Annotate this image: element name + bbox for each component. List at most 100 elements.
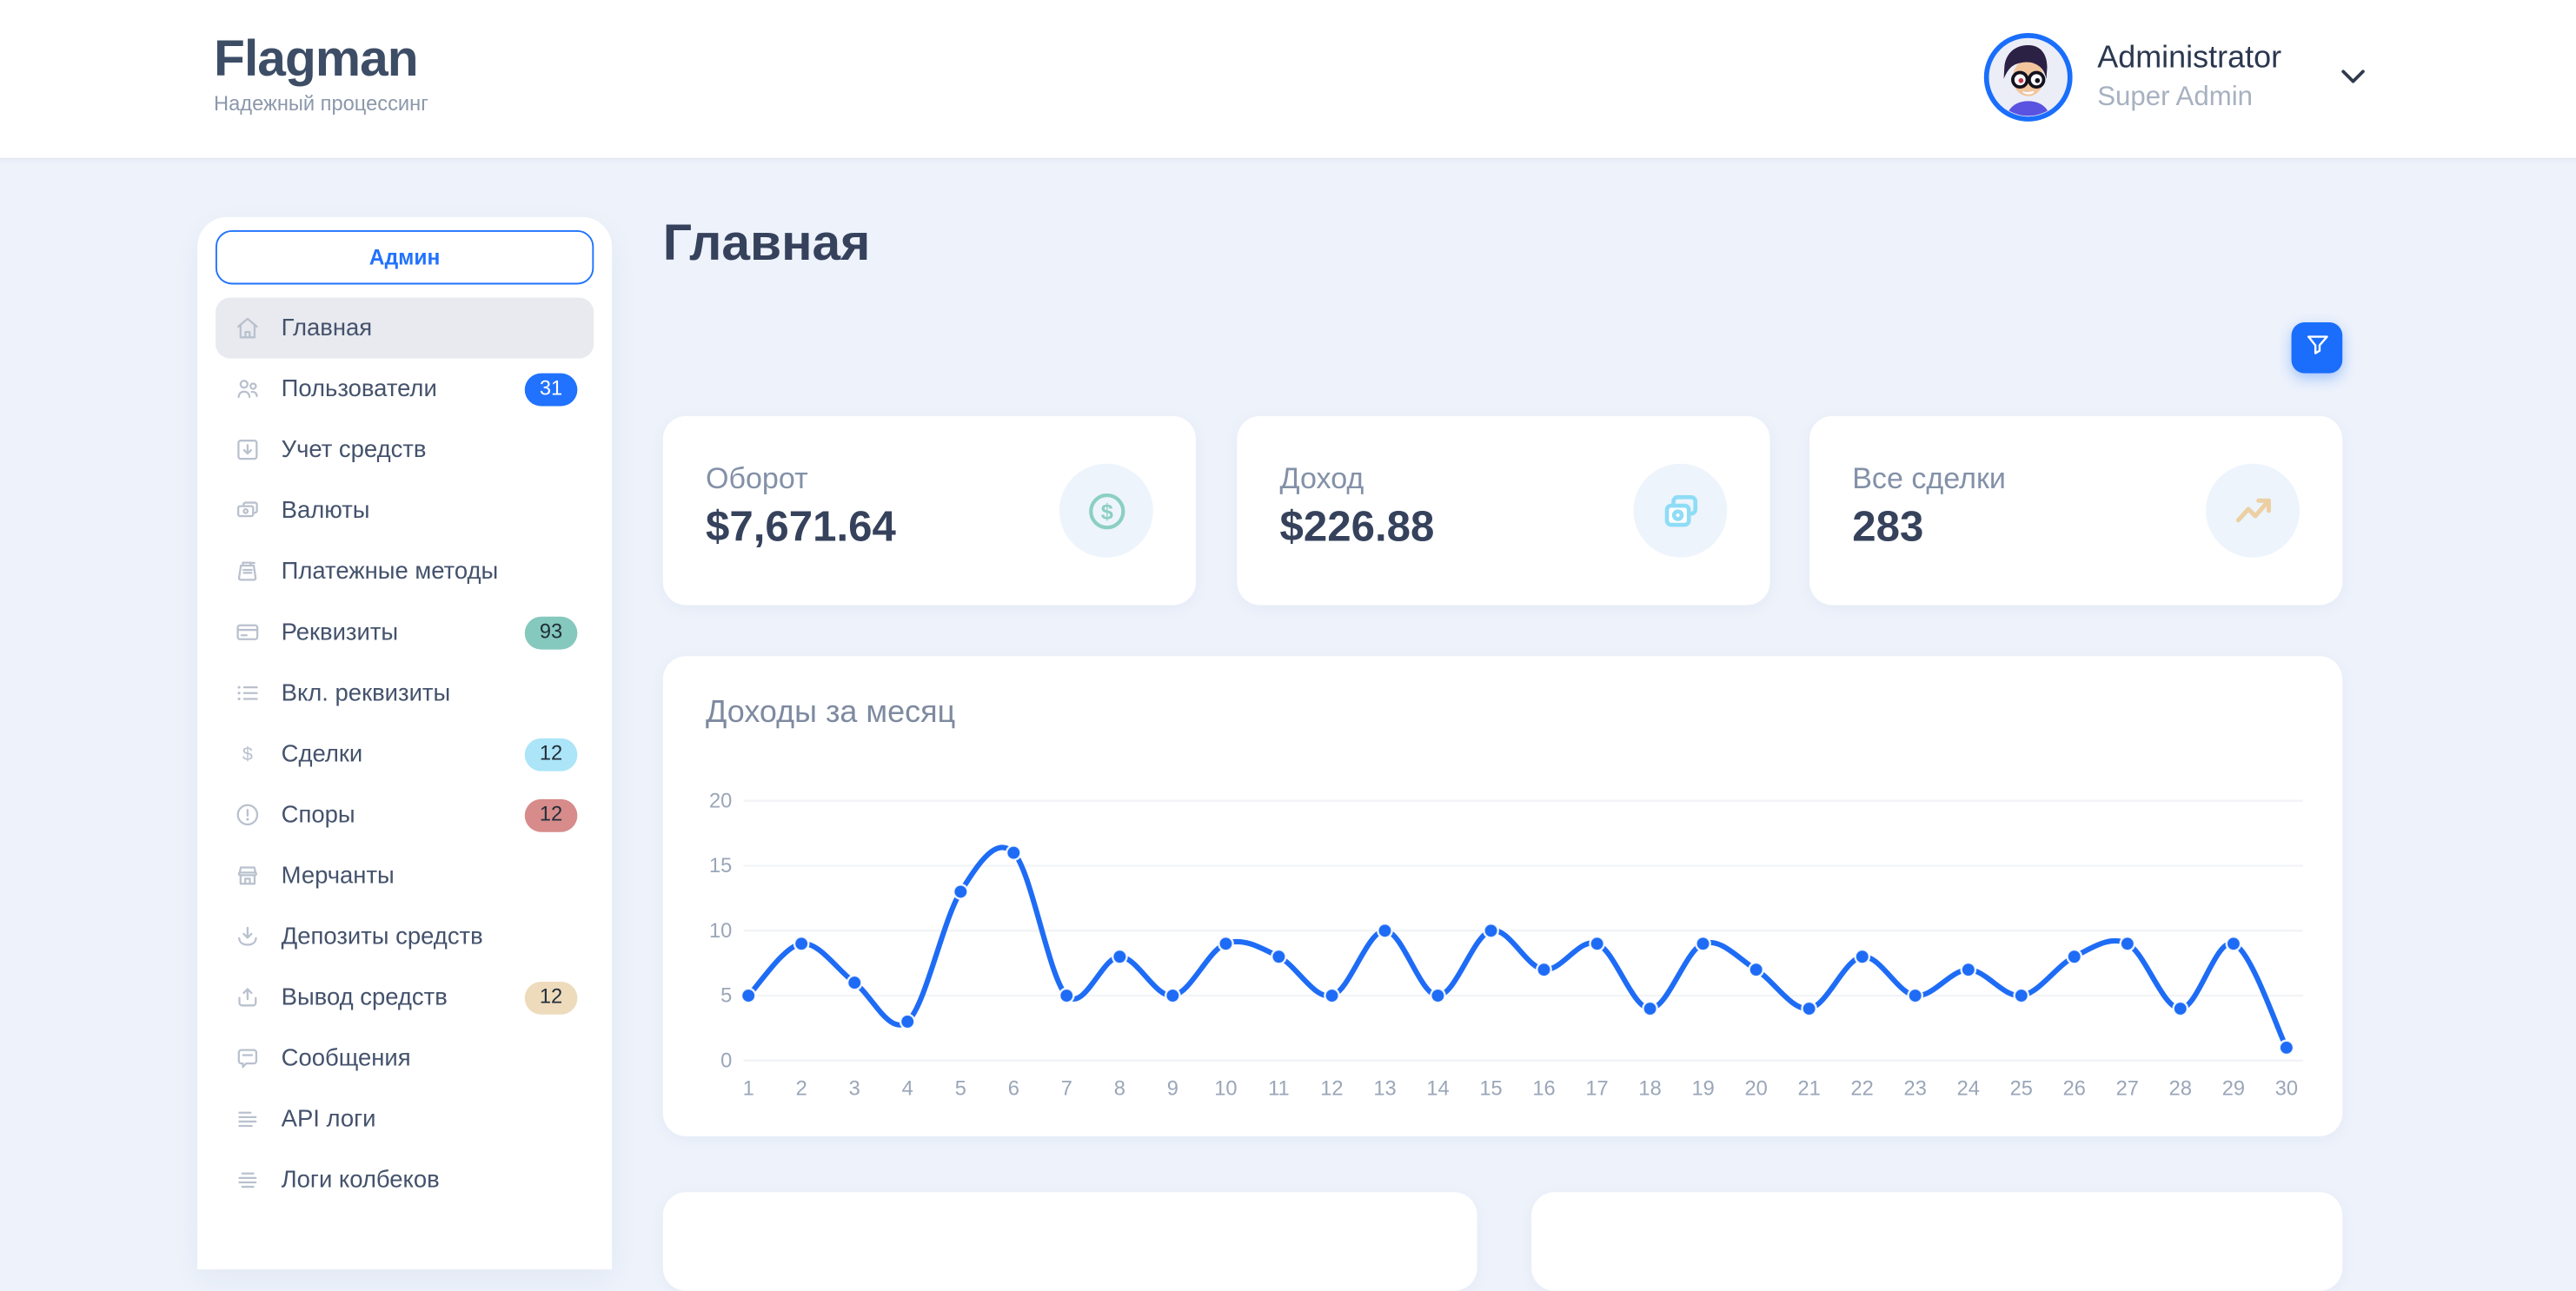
svg-text:10: 10 bbox=[1214, 1078, 1237, 1101]
svg-text:24: 24 bbox=[1957, 1078, 1980, 1101]
svg-text:11: 11 bbox=[1268, 1078, 1290, 1101]
sidebar-item-11[interactable]: Вывод средств 12 bbox=[216, 967, 594, 1028]
chart-card: Доходы за месяц 0 5 10 15 20 1 2 3 4 5 6 7 8 9 10 11 12 1… bbox=[662, 656, 2343, 1136]
sidebar-item-label: Логи колбеков bbox=[281, 1166, 440, 1194]
svg-text:5: 5 bbox=[720, 985, 732, 1008]
sidebar-item-2[interactable]: Учет средств bbox=[216, 420, 594, 480]
chart-title: Доходы за месяц bbox=[705, 695, 956, 731]
stat-card-0: Оборот $7,671.64 $ bbox=[662, 415, 1197, 606]
bottom-card-left bbox=[662, 1192, 1477, 1291]
svg-text:5: 5 bbox=[955, 1078, 966, 1101]
sidebar-item-14[interactable]: Логи колбеков bbox=[216, 1149, 594, 1210]
svg-text:6: 6 bbox=[1008, 1078, 1019, 1101]
sidebar-item-label: Главная bbox=[281, 314, 373, 341]
withdrawals-icon bbox=[232, 983, 262, 1011]
sidebar-item-label: Платежные методы bbox=[281, 558, 499, 585]
users-icon bbox=[232, 375, 262, 403]
sidebar-item-6[interactable]: Вкл. реквизиты bbox=[216, 663, 594, 724]
messages-icon bbox=[232, 1044, 262, 1072]
dollar-coin-icon: $ bbox=[1059, 463, 1153, 558]
sidebar-item-label: Вывод средств bbox=[281, 983, 448, 1011]
stat-value: $226.88 bbox=[1279, 501, 1435, 552]
svg-text:26: 26 bbox=[2063, 1078, 2086, 1101]
requisites-icon bbox=[232, 619, 262, 646]
sidebar-item-10[interactable]: Депозиты средств bbox=[216, 906, 594, 967]
chevron-down-icon[interactable] bbox=[2340, 69, 2365, 85]
user-menu[interactable]: Administrator Super Admin bbox=[1983, 33, 2366, 122]
filter-icon bbox=[2302, 330, 2332, 365]
user-name: Administrator bbox=[2097, 41, 2282, 76]
sidebar-item-label: API логи bbox=[281, 1105, 376, 1133]
svg-text:3: 3 bbox=[849, 1078, 860, 1101]
svg-text:22: 22 bbox=[1851, 1078, 1874, 1101]
svg-text:7: 7 bbox=[1061, 1078, 1072, 1101]
svg-text:14: 14 bbox=[1426, 1078, 1449, 1101]
sidebar-item-label: Депозиты средств bbox=[281, 923, 483, 950]
svg-text:2: 2 bbox=[796, 1078, 807, 1101]
sidebar-item-label: Споры bbox=[281, 801, 355, 828]
page-title: Главная bbox=[662, 214, 871, 272]
sidebar-item-3[interactable]: Валюты bbox=[216, 480, 594, 541]
brand-tagline: Надежный процессинг bbox=[214, 91, 428, 116]
user-role: Super Admin bbox=[2097, 82, 2254, 112]
svg-text:$: $ bbox=[242, 744, 252, 765]
svg-text:21: 21 bbox=[1798, 1078, 1821, 1101]
stat-value: 283 bbox=[1852, 501, 1924, 552]
sidebar-menu: Главная Пользователи 31 Учет средств Валюты П… bbox=[215, 297, 594, 1210]
admin-section-button[interactable]: Админ bbox=[215, 229, 594, 285]
sidebar-item-5[interactable]: Реквизиты 93 bbox=[216, 602, 594, 663]
stat-card-2: Все сделки 283 bbox=[1809, 415, 2343, 606]
svg-text:$: $ bbox=[1100, 500, 1112, 524]
currency-icon bbox=[232, 497, 262, 525]
svg-text:12: 12 bbox=[1320, 1078, 1343, 1101]
avatar bbox=[1983, 33, 2073, 122]
svg-text:15: 15 bbox=[1479, 1078, 1502, 1101]
sidebar-item-7[interactable]: $ Сделки 12 bbox=[216, 724, 594, 785]
svg-text:28: 28 bbox=[2169, 1078, 2192, 1101]
count-badge: 12 bbox=[524, 798, 578, 831]
svg-text:29: 29 bbox=[2222, 1078, 2245, 1101]
sidebar-item-12[interactable]: Сообщения bbox=[216, 1028, 594, 1089]
count-badge: 93 bbox=[524, 615, 578, 649]
svg-text:19: 19 bbox=[1691, 1078, 1714, 1101]
stat-card-1: Доход $226.88 bbox=[1237, 415, 1770, 606]
sidebar-item-4[interactable]: Платежные методы bbox=[216, 541, 594, 602]
svg-text:10: 10 bbox=[709, 920, 732, 943]
svg-text:8: 8 bbox=[1114, 1078, 1125, 1101]
sidebar-item-1[interactable]: Пользователи 31 bbox=[216, 359, 594, 420]
sidebar-item-8[interactable]: Споры 12 bbox=[216, 785, 594, 845]
sidebar-item-13[interactable]: API логи bbox=[216, 1089, 594, 1149]
stat-value: $7,671.64 bbox=[705, 501, 896, 552]
svg-text:20: 20 bbox=[709, 790, 732, 812]
sidebar-item-label: Вкл. реквизиты bbox=[281, 679, 451, 706]
sidebar-item-label: Реквизиты bbox=[281, 619, 399, 646]
svg-text:13: 13 bbox=[1373, 1078, 1396, 1101]
svg-text:27: 27 bbox=[2116, 1078, 2139, 1101]
sidebar-item-label: Мерчанты bbox=[281, 862, 395, 890]
deposits-icon bbox=[232, 923, 262, 950]
brand-logo: Flagman bbox=[214, 30, 419, 88]
sidebar-item-label: Учет средств bbox=[281, 436, 427, 463]
sidebar: Админ Главная Пользователи 31 Учет средств В… bbox=[197, 216, 613, 1270]
sidebar-item-9[interactable]: Мерчанты bbox=[216, 845, 594, 906]
brand: Flagman Надежный процессинг bbox=[214, 30, 428, 115]
count-badge: 31 bbox=[524, 372, 578, 406]
svg-text:16: 16 bbox=[1532, 1078, 1555, 1101]
sidebar-item-label: Пользователи bbox=[281, 375, 437, 402]
count-badge: 12 bbox=[524, 737, 578, 771]
trend-up-icon bbox=[2206, 463, 2300, 558]
svg-text:18: 18 bbox=[1638, 1078, 1661, 1101]
svg-text:0: 0 bbox=[720, 1049, 732, 1072]
stat-label: Все сделки bbox=[1852, 461, 2006, 495]
filter-button[interactable] bbox=[2291, 321, 2343, 374]
stat-label: Оборот bbox=[705, 461, 808, 495]
enabled-requisites-icon bbox=[232, 679, 262, 707]
sidebar-item-0[interactable]: Главная bbox=[215, 297, 594, 359]
payment-methods-icon bbox=[232, 558, 262, 586]
home-icon bbox=[232, 314, 262, 342]
disputes-icon bbox=[232, 801, 262, 829]
funds-account-icon bbox=[232, 436, 262, 464]
user-text: Administrator Super Admin bbox=[2097, 39, 2304, 115]
svg-text:20: 20 bbox=[1744, 1078, 1767, 1101]
